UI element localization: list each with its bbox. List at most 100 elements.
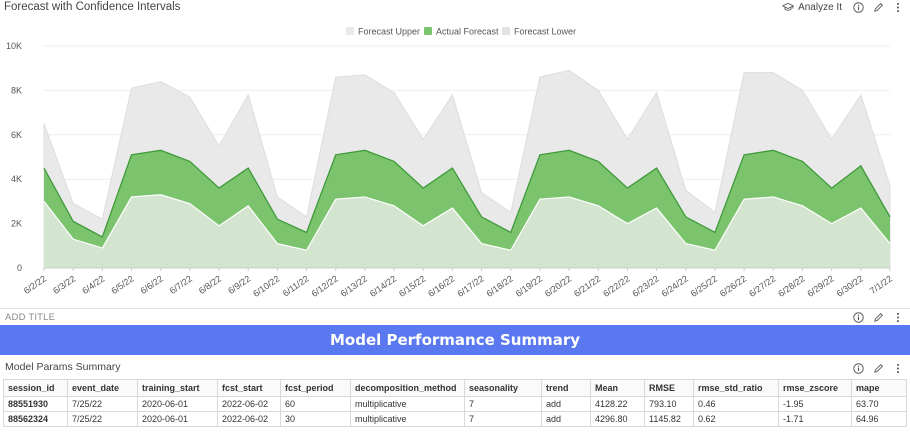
legend-swatch-2 [502,27,510,35]
banner-title: Model Performance Summary [329,331,581,349]
table-row[interactable]: 88551930 7/25/22 2020-06-01 2022-06-02 6… [3,396,907,412]
x-tick-label: 6/23/22 [630,273,660,298]
x-tick-label: 6/17/22 [455,273,485,298]
chart-title: Forecast with Confidence Intervals [4,1,181,13]
x-tick-label: 6/28/22 [776,273,806,298]
table-cell: 7/25/22 [67,396,138,412]
x-tick-label: 6/6/22 [139,273,165,296]
y-tick-label: 6K [11,130,22,140]
column-header[interactable]: mape [851,379,907,397]
table-cell: 63.70 [851,396,907,412]
model-performance-banner: Model Performance Summary [0,325,910,355]
table-cell: 793.10 [644,396,694,412]
column-header[interactable]: rmse_std_ratio [693,379,779,397]
x-tick-label: 6/13/22 [339,273,369,298]
legend-label: Forecast Lower [514,27,576,37]
chart-header-tools: Analyze It [782,1,904,13]
column-header[interactable]: Mean [590,379,645,397]
table-panel-header: Model Params Summary [0,356,910,378]
x-tick-label: 6/21/22 [572,273,602,298]
more-options-icon[interactable] [892,311,904,323]
table-cell: -1.71 [778,411,852,427]
column-header[interactable]: fcst_period [280,379,351,397]
table-cell: add [541,396,591,412]
x-tick-label: 6/20/22 [543,273,573,298]
column-header[interactable]: rmse_zscore [778,379,852,397]
column-header[interactable]: RMSE [644,379,694,397]
x-tick-label: 7/1/22 [868,273,894,296]
table-cell: 2022-06-02 [217,396,281,412]
info-icon[interactable] [852,311,864,323]
column-header[interactable]: seasonality [464,379,542,397]
table-cell: 7 [464,411,542,427]
x-tick-label: 6/18/22 [485,273,515,298]
column-header[interactable]: training_start [137,379,218,397]
y-tick-label: 4K [11,174,22,184]
edit-pencil-icon[interactable] [872,311,884,323]
legend-label: Actual Forecast [436,27,499,37]
add-title-placeholder[interactable]: ADD TITLE [5,312,56,323]
add-title-bar: ADD TITLE [0,308,910,324]
actual-forecast-line [43,149,891,238]
table-cell: 2022-06-02 [217,411,281,427]
legend-swatch-1 [424,27,432,35]
table-cell: 0.46 [693,396,779,412]
table-cell: 64.96 [851,411,907,427]
table-cell: 30 [280,411,351,427]
forecast-chart-panel: Forecast with Confidence Intervals Analy… [0,0,910,299]
table-header-tools [852,362,904,374]
x-tick-label: 6/15/22 [397,273,427,298]
y-tick-label: 8K [11,85,22,95]
table-cell: 4296.80 [590,411,645,427]
chart-legend: Forecast Upper Actual Forecast Forecast Lo… [346,27,576,37]
x-tick-label: 6/27/22 [747,273,777,298]
table-row[interactable]: 88562324 7/25/22 2020-06-01 2022-06-02 3… [3,411,907,427]
column-header[interactable]: session_id [3,379,68,397]
x-tick-label: 6/16/22 [426,273,456,298]
x-tick-label: 6/11/22 [281,273,311,298]
analyze-it-button[interactable]: Analyze It [782,1,842,13]
x-tick-label: 6/24/22 [660,273,690,298]
more-options-icon[interactable] [892,362,904,374]
x-tick-label: 6/25/22 [689,273,719,298]
x-tick-label: 6/4/22 [80,273,106,296]
legend-label: Forecast Upper [358,27,420,37]
analyze-it-label: Analyze It [798,1,842,13]
table-cell: 60 [280,396,351,412]
table-cell: 2020-06-01 [137,411,218,427]
edit-pencil-icon[interactable] [872,362,884,374]
info-icon[interactable] [852,362,864,374]
x-tick-label: 6/10/22 [251,273,281,298]
x-tick-label: 6/12/22 [310,273,340,298]
y-tick-label: 10K [6,41,22,51]
table-cell: add [541,411,591,427]
x-tick-label: 6/26/22 [718,273,748,298]
chart-areas [43,69,891,269]
x-tick-label: 6/9/22 [226,273,252,296]
edit-pencil-icon[interactable] [872,1,884,13]
column-header[interactable]: trend [541,379,591,397]
chart-panel-header: Forecast with Confidence Intervals Analy… [0,0,910,16]
table-cell: 88551930 [3,396,68,412]
legend-swatch-0 [346,27,354,35]
table-cell: 7 [464,396,542,412]
y-tick-label: 0 [17,263,22,273]
info-icon[interactable] [852,1,864,13]
column-header[interactable]: event_date [67,379,138,397]
model-params-panel: Model Params Summary session_id event_da… [0,356,910,448]
more-options-icon[interactable] [892,1,904,13]
x-tick-label: 6/19/22 [514,273,544,298]
column-header[interactable]: fcst_start [217,379,281,397]
x-tick-label: 6/7/22 [168,273,194,296]
x-axis: 6/2/22 6/3/22 6/4/22 6/5/22 6/6/22 6/7/22 6/8/… [22,267,894,299]
title-bar-tools [852,311,904,323]
model-params-table: session_id event_date training_start fcs… [3,379,907,427]
y-axis: 0 2K 4K 6K 8K 10K [6,41,22,273]
table-cell: 2020-06-01 [137,396,218,412]
forecast-area-chart: Forecast Upper Actual Forecast Forecast Lo… [6,27,894,299]
table-cell: 88562324 [3,411,68,427]
column-header[interactable]: decomposition_method [350,379,465,397]
table-cell: 0.62 [693,411,779,427]
forecast-lower-area [44,194,890,268]
x-tick-label: 6/5/22 [109,273,135,296]
